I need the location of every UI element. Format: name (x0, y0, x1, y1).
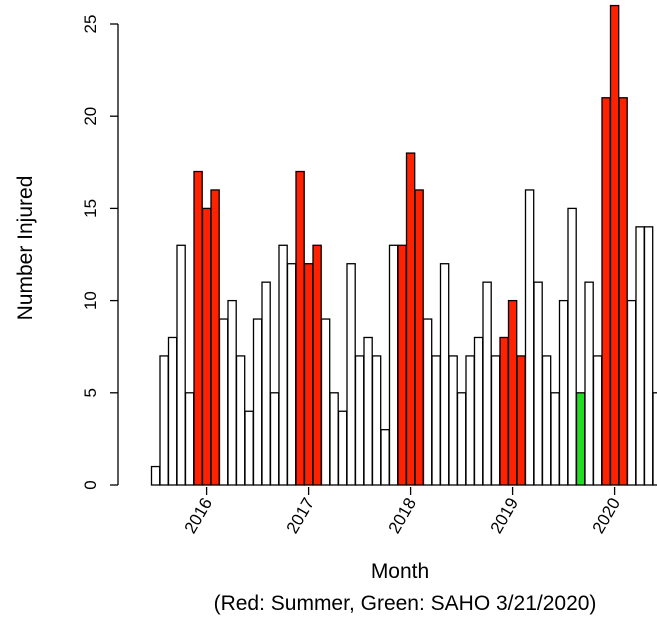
bar (575, 392, 586, 486)
bar (601, 97, 611, 486)
bar (465, 355, 475, 486)
bar (184, 392, 195, 486)
x-tick-label: 2016 (181, 495, 216, 537)
bar (652, 392, 657, 486)
bar (201, 207, 212, 486)
bar (150, 465, 161, 486)
bar (210, 189, 220, 486)
bar (507, 299, 518, 486)
bar (482, 281, 492, 486)
x-tick-label: 2018 (385, 495, 420, 537)
bar (558, 299, 569, 486)
bar (422, 318, 433, 486)
bar (371, 355, 382, 486)
bar (218, 318, 229, 486)
bar (473, 336, 484, 486)
y-tick-label: 25 (81, 15, 100, 34)
bar (346, 263, 356, 486)
bar (533, 281, 543, 486)
bar (380, 429, 390, 486)
bar (354, 355, 365, 486)
y-axis-title: Number Injured (14, 176, 37, 321)
y-tick-label: 0 (81, 480, 100, 489)
y-tick-label: 20 (81, 107, 100, 126)
bar (244, 410, 254, 486)
x-axis-title: Month (371, 560, 429, 583)
bar (312, 244, 322, 486)
bar (635, 226, 645, 486)
y-axis: 0 5 10 15 20 25 (81, 15, 119, 490)
bar (388, 244, 399, 486)
x-tick-label: 2017 (283, 495, 318, 537)
bar (159, 355, 169, 486)
bar (626, 299, 637, 486)
bar (516, 355, 526, 486)
bar (329, 392, 339, 486)
y-tick-label: 10 (81, 291, 100, 310)
bar (592, 355, 603, 486)
bar (609, 4, 620, 486)
bar (235, 355, 246, 486)
bar (490, 355, 501, 486)
bar (618, 97, 628, 486)
bar (643, 226, 654, 486)
bar (320, 318, 331, 486)
bar (448, 355, 458, 486)
bar (193, 170, 203, 486)
bar (524, 189, 535, 486)
bar (176, 244, 186, 486)
bar (278, 244, 288, 486)
x-axis: 2016 2017 2018 2019 2020 (181, 487, 624, 537)
bar (397, 244, 407, 486)
bar (261, 281, 271, 486)
chart-note: (Red: Summer, Green: SAHO 3/21/2020) (214, 592, 597, 615)
bar (227, 299, 237, 486)
bar (363, 336, 373, 486)
bar (499, 336, 509, 486)
bar (567, 207, 577, 486)
bar (269, 392, 280, 486)
bar (550, 392, 560, 486)
bar (167, 336, 178, 486)
x-tick-label: 2019 (487, 495, 522, 537)
y-tick-label: 15 (81, 199, 100, 218)
bars-group (150, 4, 657, 486)
bar (584, 281, 594, 486)
bar (541, 355, 552, 486)
bar (431, 355, 441, 486)
bar (414, 189, 424, 486)
bar (252, 318, 263, 486)
bar (405, 152, 416, 486)
bar (286, 263, 297, 486)
bar (303, 263, 314, 486)
bar (456, 392, 467, 486)
bar (295, 170, 305, 486)
bar (337, 410, 348, 486)
x-tick-label: 2020 (589, 495, 624, 537)
y-tick-label: 5 (81, 388, 100, 397)
bar (439, 263, 450, 486)
